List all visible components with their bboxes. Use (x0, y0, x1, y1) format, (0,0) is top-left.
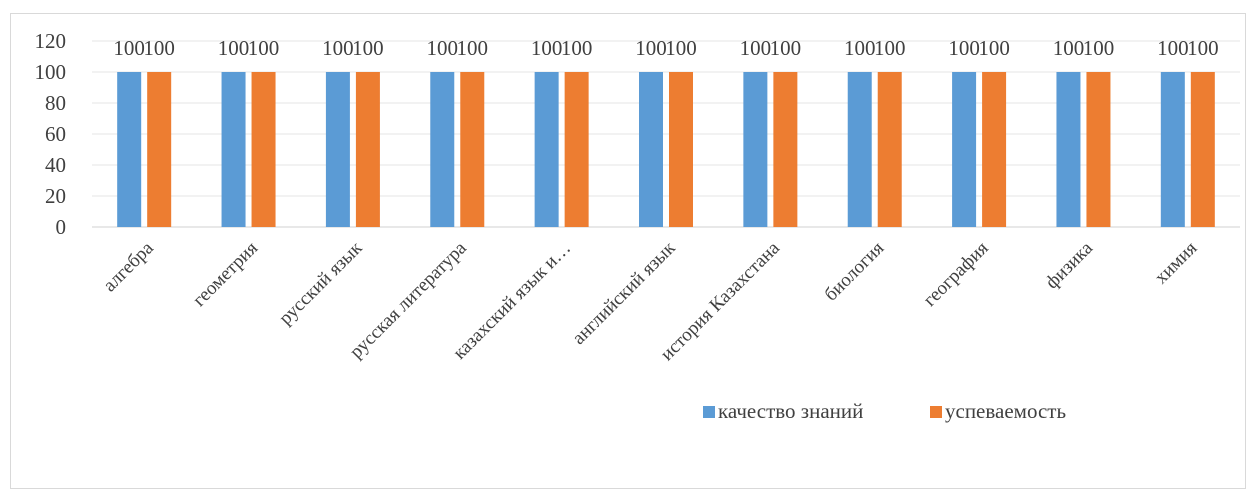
category-label: физика (1041, 237, 1097, 293)
bar-performance (669, 72, 693, 227)
category-label: география (919, 238, 992, 311)
category-label: история Казахстана (657, 237, 785, 365)
data-label: 100 (770, 36, 802, 60)
data-label: 100 (740, 36, 772, 60)
y-axis-ticks: 0 20 40 60 80 100 120 (35, 29, 67, 239)
y-tick-label: 100 (35, 60, 67, 84)
data-label: 100 (1157, 36, 1189, 60)
data-label: 100 (1053, 36, 1085, 60)
bar-performance (564, 72, 589, 227)
legend-swatch (930, 406, 942, 418)
data-label: 100 (113, 36, 145, 60)
category-label: алгебра (99, 237, 158, 296)
data-label: 100 (978, 36, 1010, 60)
bar-performance (251, 72, 276, 227)
bar-knowledge-quality (639, 72, 663, 227)
data-label: 100 (322, 36, 354, 60)
category-label: геометрия (189, 238, 262, 311)
data-label: 100 (561, 36, 593, 60)
data-label: 100 (457, 36, 489, 60)
bar-performance (460, 72, 485, 227)
bar-knowledge-quality (952, 72, 977, 227)
bar-performance (773, 72, 798, 227)
data-label: 100 (948, 36, 980, 60)
data-label: 100 (531, 36, 563, 60)
bar-knowledge-quality (847, 72, 872, 227)
bar-knowledge-quality (117, 72, 142, 227)
legend-swatch (703, 406, 715, 418)
y-tick-label: 20 (45, 184, 66, 208)
data-label: 100 (218, 36, 250, 60)
data-label: 100 (665, 36, 697, 60)
category-label: русская литература (346, 237, 471, 362)
bars (117, 72, 1215, 227)
legend-label: успеваемость (945, 399, 1066, 423)
y-tick-label: 40 (45, 153, 66, 177)
bar-knowledge-quality (1160, 72, 1185, 227)
y-tick-label: 120 (35, 29, 67, 53)
gridlines (92, 40, 1240, 228)
y-tick-label: 60 (45, 122, 66, 146)
category-label: русский язык (275, 237, 367, 329)
bar-performance (1086, 72, 1111, 227)
data-label: 100 (352, 36, 384, 60)
bar-knowledge-quality (325, 72, 350, 227)
data-label: 100 (1187, 36, 1219, 60)
data-label: 100 (635, 36, 667, 60)
bar-performance (147, 72, 172, 227)
bar-knowledge-quality (534, 72, 559, 227)
category-label: биология (821, 238, 889, 306)
bar-performance (1190, 72, 1215, 227)
bar-knowledge-quality (221, 72, 246, 227)
legend-label: качество знаний (718, 399, 863, 423)
data-label: 100 (874, 36, 906, 60)
data-label: 100 (427, 36, 459, 60)
category-label: химия (1151, 238, 1202, 289)
bar-performance (355, 72, 380, 227)
data-label: 100 (143, 36, 175, 60)
y-tick-label: 0 (56, 215, 67, 239)
bar-knowledge-quality (1056, 72, 1081, 227)
legend: качество знаний успеваемость (703, 399, 1066, 423)
bar-performance (982, 72, 1007, 227)
data-label: 100 (248, 36, 280, 60)
y-tick-label: 80 (45, 91, 66, 115)
data-label: 100 (1083, 36, 1115, 60)
chart-frame (10, 13, 1246, 489)
bar-knowledge-quality (743, 72, 768, 227)
category-label: английский язык (568, 237, 680, 349)
bar-performance (877, 72, 902, 227)
bar-knowledge-quality (430, 72, 455, 227)
category-label: казахский язык и… (449, 238, 575, 364)
data-label: 100 (844, 36, 876, 60)
